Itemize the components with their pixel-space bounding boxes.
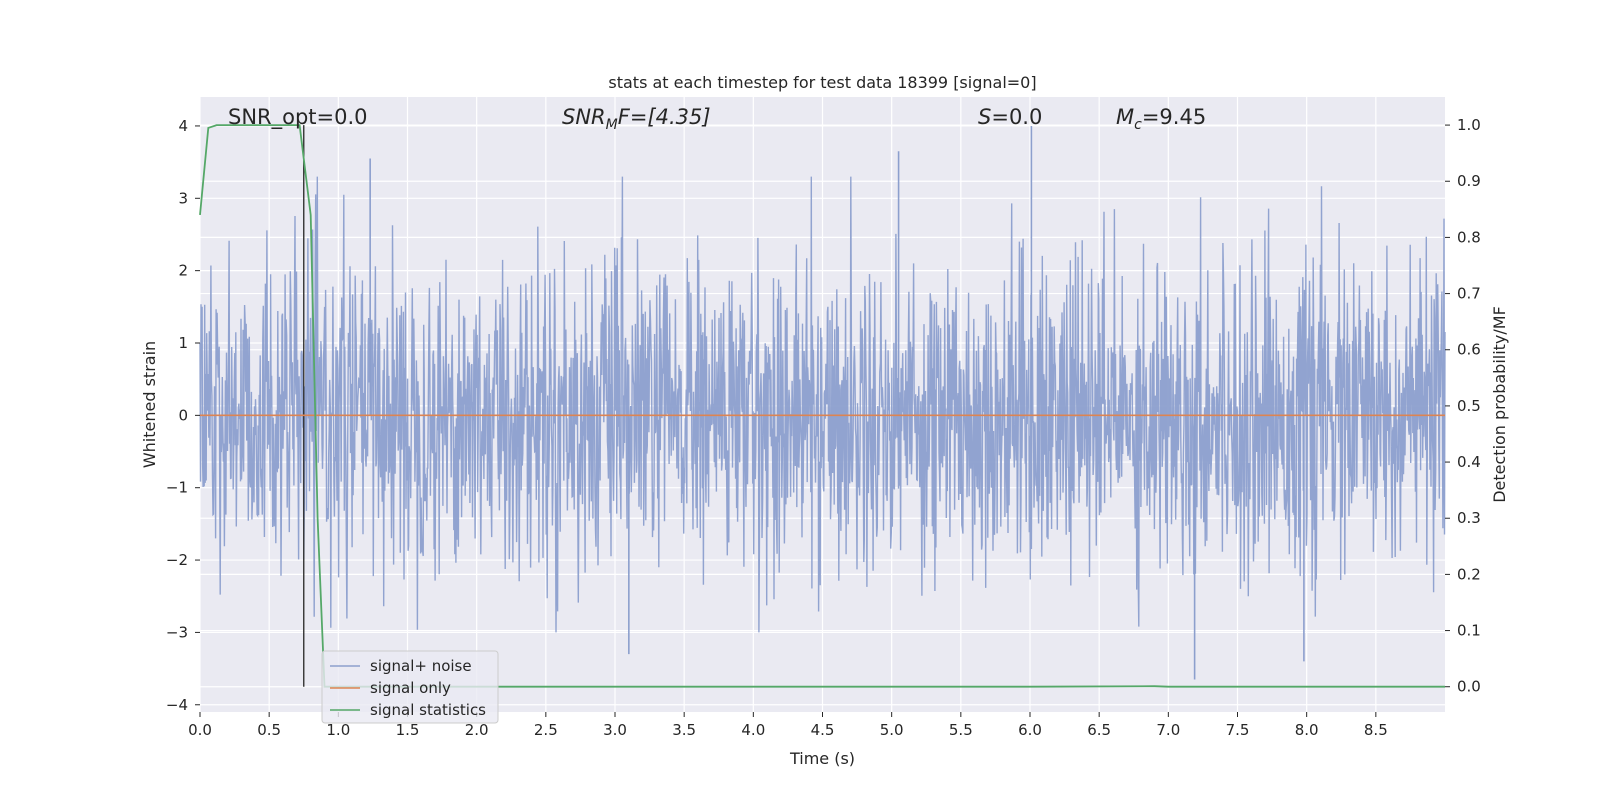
y-tick-label: 1 (178, 334, 188, 352)
y-tick-label: 3 (178, 189, 188, 207)
x-tick-label: 6.5 (1087, 721, 1111, 739)
annotation-snr-mf-sub: M (606, 117, 618, 133)
y-right-tick-label: 0.6 (1457, 341, 1481, 359)
chart-title: stats at each timestep for test data 183… (608, 73, 1036, 92)
legend-label-signal-plus-noise: signal+ noise (370, 657, 472, 675)
annotation-snr-mf-rest: F=[4.35] (618, 105, 711, 129)
y-tick-label: −4 (166, 696, 188, 714)
x-tick-label: 3.0 (603, 721, 627, 739)
annotation-mc-sub: c (1134, 117, 1142, 133)
y-right-tick-label: 0.0 (1457, 678, 1481, 696)
x-tick-label: 8.0 (1295, 721, 1319, 739)
y-right-tick-label: 0.8 (1457, 228, 1481, 246)
annotations: SNR_opt=0.0 SNRMF=[4.35] S=0.0 Mc=9.45 (228, 105, 1206, 133)
noise-trace (199, 176, 1446, 633)
x-tick-label: 5.5 (949, 721, 973, 739)
x-tick-label: 3.5 (672, 721, 696, 739)
annotation-snr-mf-main: SNR (562, 105, 606, 129)
y-right-tick-label: 0.7 (1457, 285, 1481, 303)
y-tick-label: 4 (178, 117, 188, 135)
annotation-mc: Mc=9.45 (1116, 105, 1206, 133)
series-signal-plus-noise (199, 125, 1446, 680)
y-tick-label: −2 (166, 551, 188, 569)
y-tick-label: −1 (166, 479, 188, 497)
x-tick-label: 2.0 (465, 721, 489, 739)
x-tick-label: 7.0 (1156, 721, 1180, 739)
x-tick-label: 0.0 (188, 721, 212, 739)
annotation-s-rest: =0.0 (991, 105, 1042, 129)
legend-label-signal-statistics: signal statistics (370, 701, 486, 719)
annotation-mc-rest: =9.45 (1142, 105, 1206, 129)
y-right-tick-label: 0.3 (1457, 509, 1481, 527)
annotation-s-main: S (978, 105, 991, 129)
x-tick-label: 6.0 (1018, 721, 1042, 739)
y-right-tick-label: 0.9 (1457, 172, 1481, 190)
legend-label-signal-only: signal only (370, 679, 451, 697)
x-tick-label: 0.5 (257, 721, 281, 739)
y-right-tick-label: 0.4 (1457, 453, 1481, 471)
y-tick-label: 2 (178, 262, 188, 280)
annotation-snr-opt: SNR_opt=0.0 (228, 105, 368, 130)
x-tick-label: 1.0 (326, 721, 350, 739)
y-right-tick-label: 0.1 (1457, 622, 1481, 640)
x-tick-label: 4.0 (741, 721, 765, 739)
y-right-tick-label: 1.0 (1457, 116, 1481, 134)
y-right-tick-label: 0.5 (1457, 397, 1481, 415)
x-tick-label: 2.5 (534, 721, 558, 739)
y-axis-label: Whitened strain (140, 341, 159, 468)
annotation-s: S=0.0 (978, 105, 1042, 129)
legend-box (321, 650, 499, 724)
annotation-mc-main: M (1116, 105, 1134, 129)
axis-ticks: 0.0 0.5 1.0 1.5 2.0 2.5 3.0 3.5 4.0 4.5 5.0 5.5 6.0 6… (166, 116, 1481, 739)
x-tick-label: 5.0 (880, 721, 904, 739)
x-tick-label: 8.5 (1364, 721, 1388, 739)
x-tick-label: 7.5 (1226, 721, 1250, 739)
x-tick-label: 1.5 (396, 721, 420, 739)
y-axis-right-label: Detection probability/MF (1490, 306, 1509, 503)
y-right-tick-label: 0.2 (1457, 565, 1481, 583)
x-tick-label: 4.5 (811, 721, 835, 739)
y-tick-label: −3 (166, 623, 188, 641)
y-tick-label: 0 (178, 406, 188, 424)
x-axis-label: Time (s) (789, 749, 855, 768)
legend: signal+ noise signal only signal statist… (321, 650, 499, 724)
annotation-snr-mf: SNRMF=[4.35] (562, 105, 711, 133)
